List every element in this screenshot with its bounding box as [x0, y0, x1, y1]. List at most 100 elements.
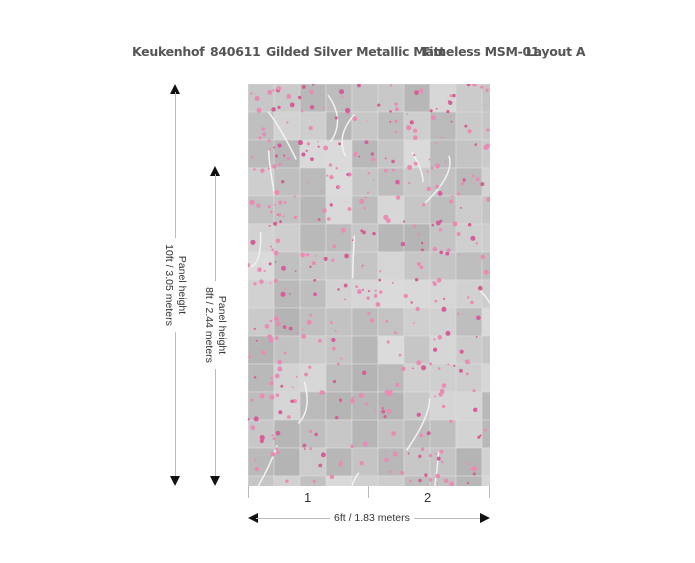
blossom [363, 206, 367, 210]
blossom [272, 437, 276, 441]
blossom [459, 368, 463, 373]
width-label: 6ft / 1.83 meters [330, 512, 414, 524]
blossom [434, 452, 437, 455]
blossom [417, 233, 421, 236]
blossom [332, 379, 337, 384]
blossom [270, 376, 274, 380]
series-name: Timeless MSM-01 [421, 44, 540, 59]
leaf-tile [351, 251, 379, 281]
blossom [464, 124, 468, 128]
blossom [378, 278, 382, 282]
blossom [366, 191, 370, 194]
blossom [451, 195, 454, 198]
blossom [375, 302, 381, 307]
branch [406, 398, 431, 451]
branch [433, 451, 440, 486]
blossom [441, 383, 447, 388]
panel-height-text: Panel height [176, 255, 188, 315]
blossom [332, 346, 336, 351]
leaf-tile [429, 84, 457, 113]
panel-height-text: Panel height [216, 295, 228, 355]
blossom [256, 203, 261, 208]
blossom [406, 125, 412, 131]
branch [351, 472, 360, 486]
leaf-tile [351, 447, 379, 477]
leaf-tile [351, 307, 379, 337]
blossom [468, 362, 471, 365]
leaf-tile [403, 447, 431, 477]
blossom [444, 161, 447, 163]
blossom [259, 439, 264, 444]
blossom [269, 394, 275, 400]
blossom [285, 479, 289, 483]
blossom [439, 449, 444, 454]
blossom [285, 326, 288, 328]
blossom [464, 359, 470, 365]
blossom [446, 248, 451, 253]
blossom [254, 95, 260, 101]
blossom [328, 163, 333, 167]
leaf-tile [481, 475, 490, 486]
blossom [483, 428, 487, 432]
blossom [283, 200, 287, 204]
blossom [442, 391, 445, 394]
blossom [340, 357, 343, 360]
leaf-tile [455, 419, 483, 449]
blossom [300, 252, 306, 258]
leaf-tile [455, 167, 483, 197]
blossom [293, 215, 298, 220]
blossom [412, 224, 417, 228]
leaf-tile [455, 363, 483, 393]
leaf-tile [248, 419, 275, 449]
blossom [366, 120, 368, 123]
leaf-tile [377, 139, 405, 169]
blossom [255, 339, 258, 342]
blossom [431, 223, 435, 227]
panel-tick [489, 486, 490, 498]
arrow-up-icon [170, 84, 180, 94]
blossom [385, 450, 387, 453]
leaf-tile [481, 223, 490, 253]
blossom [308, 365, 312, 369]
blossom [433, 338, 436, 341]
blossom [277, 359, 283, 365]
blossom [445, 330, 451, 336]
blossom [296, 332, 299, 335]
panel-tick [248, 486, 249, 498]
leaf-tile [248, 307, 275, 337]
arrow-down-icon [170, 476, 180, 486]
leaf-tile [481, 307, 490, 337]
blossom [361, 266, 363, 269]
blossom [293, 195, 296, 198]
blossom [329, 203, 333, 207]
blossom [331, 337, 336, 343]
leaf-tile [481, 195, 490, 225]
leaf-tile [455, 139, 483, 169]
leaf-tile [325, 391, 353, 421]
blossom [249, 199, 255, 206]
branch [297, 381, 308, 424]
blossom [403, 293, 408, 299]
blossom [259, 393, 265, 399]
blossom [435, 107, 438, 110]
blossom [450, 120, 453, 123]
finish-name: Gilded Silver Metallic Matt [266, 44, 445, 59]
blossom [259, 279, 264, 284]
blossom [434, 299, 438, 303]
blossom [313, 292, 317, 297]
blossom [281, 265, 286, 271]
blossom [386, 408, 392, 414]
blossom [469, 468, 472, 470]
blossom [446, 110, 450, 114]
blossom [282, 215, 285, 218]
blossom [407, 452, 410, 455]
blossom [275, 430, 281, 436]
leaf-tile [481, 391, 490, 421]
blossom [452, 93, 456, 98]
blossom [438, 228, 443, 232]
blossom [269, 319, 273, 323]
leaf-tile [403, 223, 431, 253]
blossom [331, 258, 335, 262]
blossom [412, 128, 418, 133]
blossom [447, 363, 450, 366]
